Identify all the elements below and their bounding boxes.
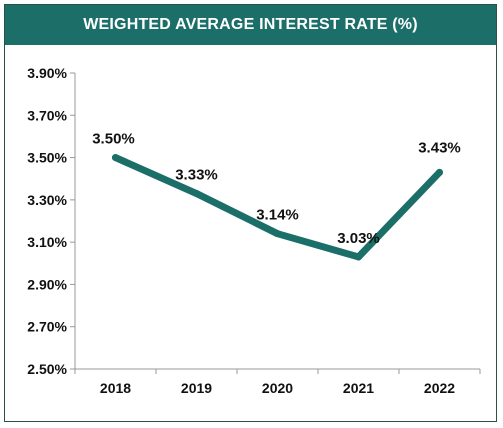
x-tick-label: 2020 bbox=[262, 380, 293, 396]
y-tick-label: 2.70% bbox=[27, 319, 67, 335]
x-tick-label: 2022 bbox=[424, 380, 455, 396]
data-point bbox=[274, 230, 281, 238]
y-tick-label: 3.70% bbox=[27, 107, 67, 123]
data-point bbox=[436, 168, 443, 176]
y-tick-label: 3.50% bbox=[27, 150, 67, 166]
data-label: 3.33% bbox=[175, 167, 218, 184]
y-tick-label: 3.90% bbox=[27, 65, 67, 81]
data-point bbox=[112, 154, 119, 162]
chart-frame: WEIGHTED AVERAGE INTEREST RATE (%) 3.90%… bbox=[4, 4, 497, 422]
y-tick-label: 2.50% bbox=[27, 361, 67, 377]
data-point bbox=[193, 190, 200, 198]
chart-title: WEIGHTED AVERAGE INTEREST RATE (%) bbox=[83, 16, 418, 33]
x-tick-label: 2018 bbox=[100, 380, 131, 396]
chart-header: WEIGHTED AVERAGE INTEREST RATE (%) bbox=[5, 5, 496, 45]
y-tick-label: 2.90% bbox=[27, 276, 67, 292]
x-tick-label: 2021 bbox=[343, 380, 374, 396]
data-point bbox=[355, 253, 362, 261]
data-label: 3.50% bbox=[92, 131, 135, 148]
data-label: 3.14% bbox=[256, 207, 299, 224]
x-tick-label: 2019 bbox=[181, 380, 212, 396]
line-chart: 3.90% 3.70% 3.50% 3.30% 3.10% 2.90% 2.70% 2.50%… bbox=[27, 65, 481, 396]
data-label: 3.43% bbox=[418, 139, 461, 156]
data-label: 3.03% bbox=[337, 230, 380, 247]
y-tick-label: 3.30% bbox=[27, 192, 67, 208]
y-tick-label: 3.10% bbox=[27, 234, 67, 250]
